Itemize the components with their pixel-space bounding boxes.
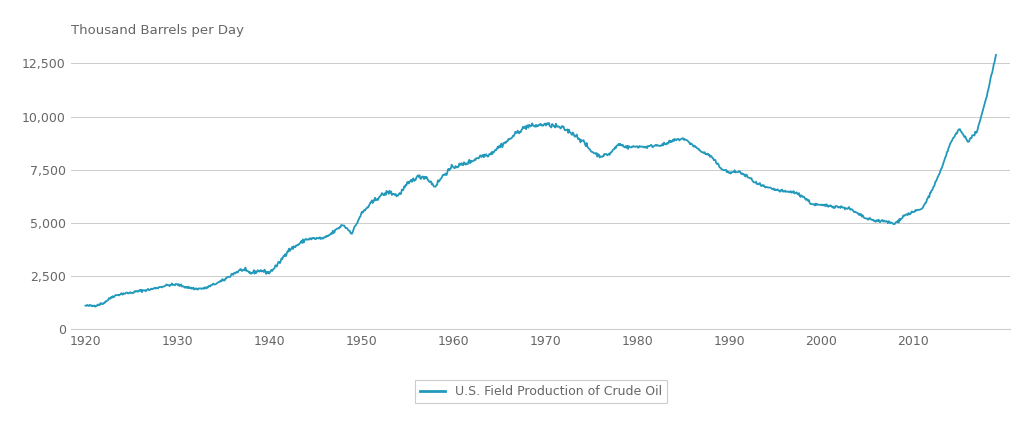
Text: Thousand Barrels per Day: Thousand Barrels per Day: [71, 24, 245, 37]
Legend: U.S. Field Production of Crude Oil: U.S. Field Production of Crude Oil: [414, 380, 666, 403]
